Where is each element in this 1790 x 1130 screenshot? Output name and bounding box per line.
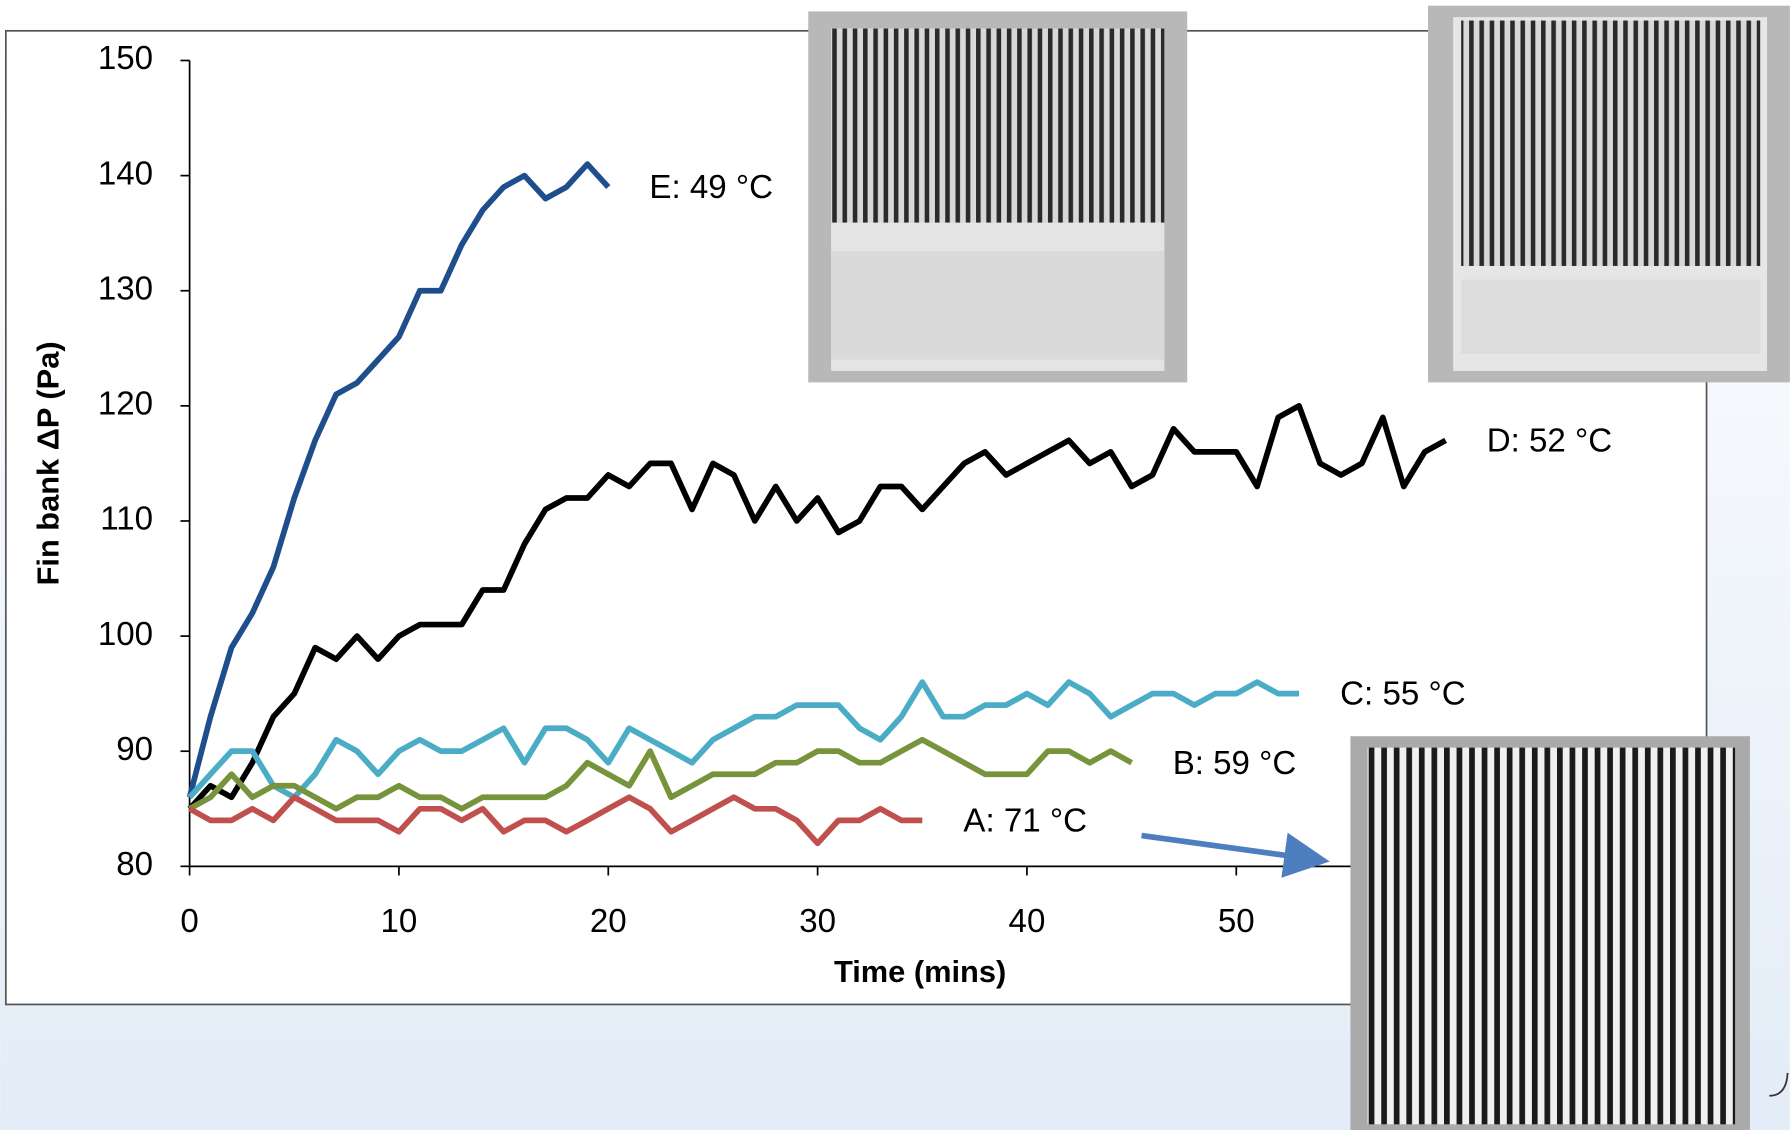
x-tick-label: 0 (180, 903, 198, 940)
x-tick-label: 10 (381, 903, 418, 940)
x-tick-label: 20 (590, 903, 627, 940)
x-tick-label: 40 (1009, 903, 1046, 940)
x-tick-label: 30 (799, 903, 836, 940)
y-tick-label: 120 (98, 386, 153, 423)
series-line (186, 161, 611, 798)
x-axis-title: Time (mins) (834, 954, 1006, 989)
series-line (188, 736, 1133, 812)
series-label: D: 52 °C (1487, 422, 1612, 459)
x-tick-label: 50 (1218, 903, 1255, 940)
y-tick-label: 130 (98, 270, 153, 307)
arrow (1141, 832, 1330, 878)
y-tick-label: 80 (116, 846, 153, 883)
series-line (187, 679, 1300, 801)
series-label: B: 59 °C (1173, 745, 1297, 782)
series-line (188, 794, 923, 847)
y-tick-label: 90 (116, 731, 153, 768)
y-tick-label: 100 (98, 616, 153, 653)
y-tick-label: 150 (98, 40, 153, 77)
photo-a (1350, 736, 1750, 1130)
y-tick-label: 140 (98, 155, 153, 192)
series-label: E: 49 °C (649, 169, 773, 206)
axes: 80 90 100 110 120 130 140 150 0 10 20 30 40 50 Time (m… (30, 40, 1655, 989)
series-label: A: 71 °C (963, 802, 1087, 839)
y-tick-label: 110 (100, 501, 153, 538)
photo-e (808, 11, 1188, 383)
photo-d (1428, 5, 1790, 383)
series-label: C: 55 °C (1340, 676, 1465, 713)
y-axis-title: Fin bank ΔP (Pa) (30, 341, 65, 585)
plot: E: 49 °C D: 52 °C C: 55 °C B: 59 °C A: 71 °C (186, 161, 1612, 847)
corner (1769, 1072, 1789, 1097)
series-line (187, 403, 1447, 811)
